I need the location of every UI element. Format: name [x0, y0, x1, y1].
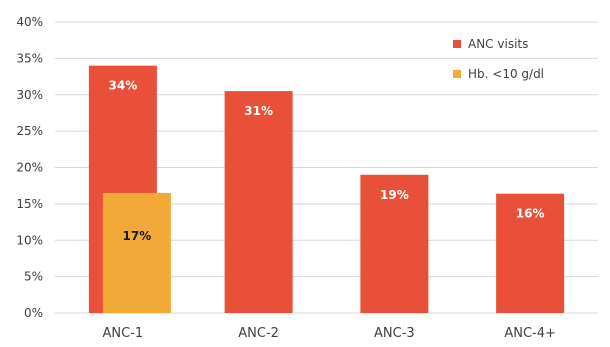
data-label-anc-visits: 16% — [516, 207, 545, 221]
y-tick-label: 0% — [24, 306, 43, 320]
legend: ANC visits Hb. <10 g/dl — [453, 37, 544, 81]
y-tick-label: 10% — [16, 233, 43, 247]
data-label-anc-visits: 19% — [380, 188, 409, 202]
data-label-hb-low: 17% — [123, 229, 152, 243]
x-axis-categories: ANC-1 ANC-2 ANC-3 ANC-4+ — [103, 326, 556, 341]
data-label-anc-visits: 34% — [109, 79, 138, 93]
legend-swatch — [453, 70, 461, 78]
data-labels: 34% 31% 19% 16% 17% — [109, 79, 545, 243]
y-axis-ticks: 0% 5% 10% 15% 20% 25% 30% 35% 40% — [16, 15, 43, 320]
legend-swatch — [453, 40, 461, 48]
bars — [88, 65, 565, 314]
bar-hb-low — [102, 192, 171, 313]
bar-anc-visits — [496, 193, 565, 313]
bar-anc-visits — [224, 91, 293, 313]
y-tick-label: 5% — [24, 270, 43, 284]
data-label-anc-visits: 31% — [244, 104, 273, 118]
y-tick-label: 30% — [16, 88, 43, 102]
bar-anc-visits — [360, 174, 429, 313]
x-category-label: ANC-4+ — [504, 326, 556, 341]
x-category-label: ANC-3 — [374, 326, 415, 341]
y-tick-label: 20% — [16, 161, 43, 175]
y-tick-label: 25% — [16, 124, 43, 138]
x-category-label: ANC-1 — [103, 326, 144, 341]
y-tick-label: 15% — [16, 197, 43, 211]
legend-label: Hb. <10 g/dl — [468, 67, 544, 81]
y-tick-label: 35% — [16, 51, 43, 65]
y-tick-label: 40% — [16, 15, 43, 29]
x-category-label: ANC-2 — [238, 326, 279, 341]
legend-label: ANC visits — [468, 37, 528, 51]
